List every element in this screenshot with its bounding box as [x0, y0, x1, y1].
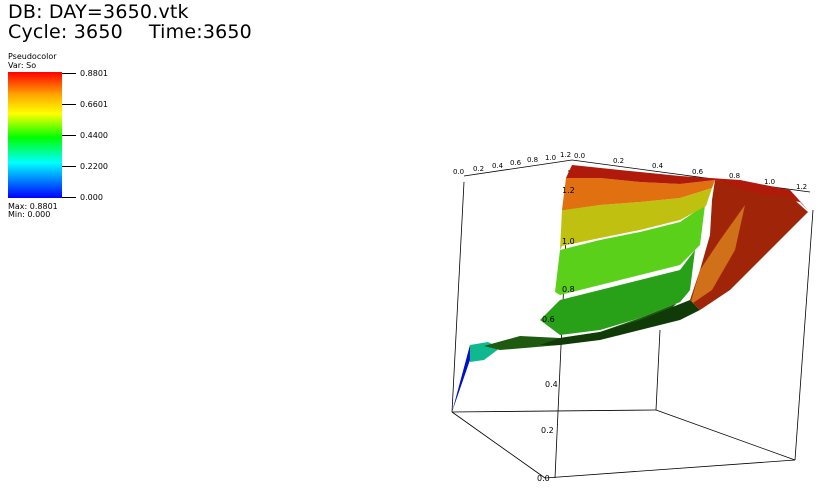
box-edge — [655, 329, 661, 411]
time-label: Time:3650 — [148, 21, 252, 43]
legend-tick-label: 0.6601 — [80, 100, 108, 109]
legend-tick — [62, 135, 76, 136]
axis-tick-label: 0.6 — [510, 159, 522, 167]
legend-min: Min: 0.000 — [8, 210, 51, 219]
legend-tick — [62, 166, 76, 167]
cycle-time-line: Cycle: 3650 Time:3650 — [8, 22, 252, 42]
axis-tick-label: 1.0 — [562, 237, 575, 246]
axis-tick-label: 0.6 — [692, 168, 704, 176]
cycle-label: Cycle: 3650 — [8, 21, 123, 43]
surface-patch — [690, 180, 808, 310]
legend-tick — [62, 104, 76, 105]
legend-tick — [62, 73, 76, 74]
vertical-axis: 1.2 1.0 0.8 0.6 0.4 0.2 0.0 — [537, 186, 575, 483]
axis-tick-label: 1.2 — [562, 186, 575, 195]
legend-tick-label: 0.2200 — [80, 162, 108, 171]
box-edge — [794, 209, 814, 461]
axis-tick-label: 0.2 — [541, 426, 554, 435]
box-edge — [655, 409, 796, 461]
legend-tick-label: 0.4400 — [80, 131, 108, 140]
legend-tick — [62, 197, 76, 198]
axis-tick-label: 1.0 — [545, 154, 556, 162]
axis-tick-label: 0.2 — [613, 157, 624, 165]
legend-max: Max: 0.8801 — [8, 202, 58, 211]
axis-tick-label: 0.8 — [562, 285, 575, 294]
axis-tick-label: 0.0 — [537, 474, 550, 483]
legend-colorbar — [8, 72, 62, 198]
axis-tick-label: 0.0 — [574, 152, 585, 160]
axis-tick-label: 0.6 — [542, 315, 555, 324]
surface-patch — [690, 205, 745, 305]
surface-patch — [555, 205, 705, 295]
axis-tick-label: 1.2 — [796, 183, 807, 191]
axis-tick-label: 1.0 — [764, 178, 775, 186]
surface-patch — [540, 300, 700, 345]
database-title: DB: DAY=3650.vtk — [8, 1, 189, 23]
axis-tick-label: 0.4 — [652, 162, 664, 170]
box-edge — [463, 159, 573, 177]
legend-plot-type: Pseudocolor — [8, 52, 57, 61]
surface-patch — [562, 178, 715, 210]
axis-tick-label: 0.4 — [545, 380, 558, 389]
surface-patch — [566, 165, 808, 210]
legend-variable: Var: So — [8, 61, 37, 70]
top-axis: 0.0 0.2 0.4 0.6 0.8 1.0 1.2 0.0 0.2 0.4 … — [453, 151, 807, 191]
axis-tick-label: 0.8 — [527, 156, 538, 164]
axis-tick-label: 0.2 — [473, 165, 484, 173]
axis-tick-label: 0.0 — [453, 168, 464, 176]
surface-patch — [540, 250, 695, 335]
box-edge — [451, 411, 546, 479]
legend-tick-label: 0.8801 — [80, 69, 108, 78]
axis-tick-label: 1.2 — [560, 151, 571, 159]
legend-tick-label: 0.000 — [80, 193, 103, 202]
box-edge — [451, 181, 465, 413]
box-edge — [544, 459, 796, 479]
box-edge — [451, 409, 657, 413]
surface-patch — [560, 188, 712, 250]
axis-tick-label: 0.8 — [729, 172, 740, 180]
axis-tick-label: 0.4 — [492, 162, 504, 170]
